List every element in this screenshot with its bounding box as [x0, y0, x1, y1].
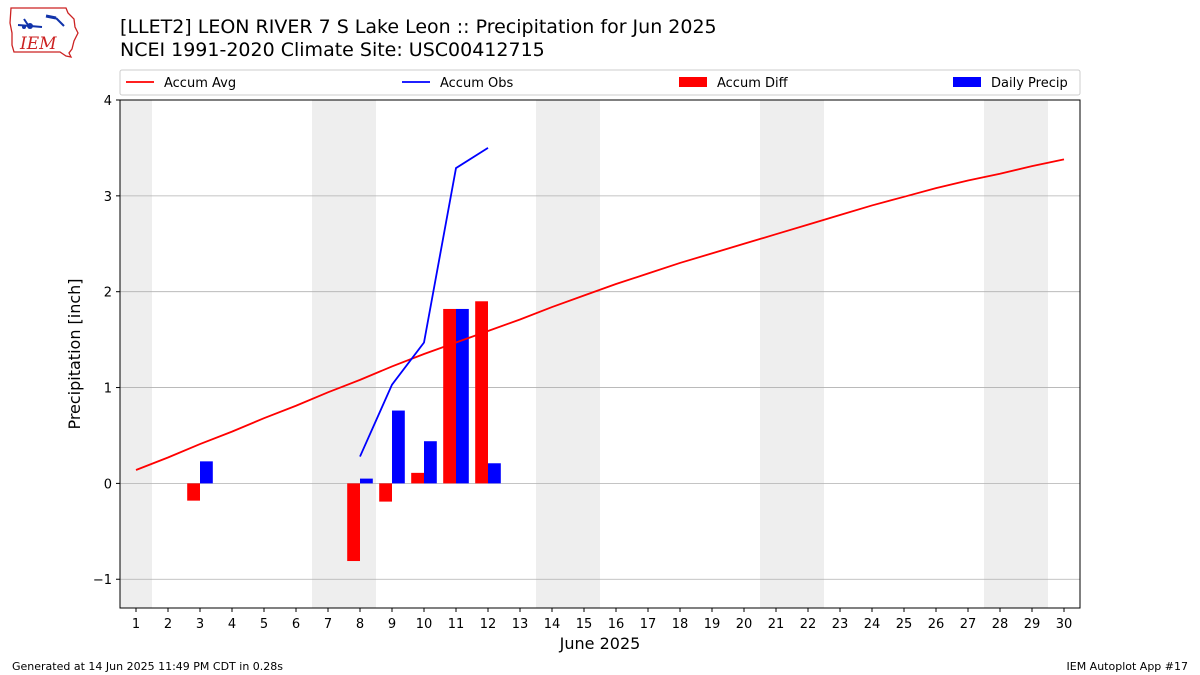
x-tick-label: 18 — [672, 617, 689, 632]
x-tick-label: 4 — [228, 617, 236, 632]
daily-precip-bar — [424, 441, 437, 484]
accum-diff-bar — [347, 483, 360, 562]
x-tick-label: 23 — [832, 617, 849, 632]
weekend-shading — [120, 100, 1048, 608]
x-axis-label: June 2025 — [559, 634, 641, 653]
legend-daily-precip-label: Daily Precip — [991, 76, 1068, 91]
wind-vane-icon — [23, 18, 29, 26]
x-tick-label: 22 — [800, 617, 817, 632]
plot-frame — [119, 99, 1081, 609]
x-tick-label: 3 — [196, 617, 204, 632]
y-axis-label: Precipitation [inch] — [65, 278, 84, 429]
x-tick-label: 16 — [608, 617, 625, 632]
legend-daily-precip-swatch — [953, 77, 981, 87]
logo-text: IEM — [19, 34, 57, 54]
daily-precip-bar — [360, 478, 373, 484]
x-tick-label: 6 — [292, 617, 300, 632]
accum-diff-bar — [379, 483, 392, 502]
legend-accum-obs-label: Accum Obs — [440, 76, 513, 91]
x-tick-label: 11 — [448, 617, 465, 632]
x-tick-label: 28 — [992, 617, 1009, 632]
x-tick-label: 27 — [960, 617, 977, 632]
chart-title: [LLET2] LEON RIVER 7 S Lake Leon :: Prec… — [120, 16, 717, 38]
lines — [135, 147, 1065, 471]
weekend-band — [312, 100, 376, 608]
x-tick-label: 29 — [1024, 617, 1041, 632]
weekend-band — [984, 100, 1048, 608]
y-tick-label: 1 — [104, 382, 112, 397]
x-tick-label: 20 — [736, 617, 753, 632]
iem-logo: IEM — [9, 7, 79, 58]
x-tick-label: 19 — [704, 617, 721, 632]
x-tick-label: 14 — [544, 617, 561, 632]
accum-avg-line — [135, 158, 1065, 471]
x-tick-label: 5 — [260, 617, 268, 632]
accum-diff-bar — [411, 472, 424, 484]
daily-precip-bar — [488, 463, 501, 484]
bars — [187, 301, 501, 562]
app-label: IEM Autoplot App #17 — [1066, 660, 1189, 673]
y-tick-label: 2 — [104, 286, 112, 301]
legend-frame — [119, 69, 1081, 96]
legend: Accum Avg Accum Obs Accum Diff Daily Precip — [119, 69, 1081, 96]
daily-precip-bar — [456, 308, 469, 484]
x-tick-label: 12 — [480, 617, 497, 632]
daily-precip-bar — [200, 461, 213, 484]
x-tick-label: 2 — [164, 617, 172, 632]
x-tick-label: 24 — [864, 617, 881, 632]
x-tick-label: 25 — [896, 617, 913, 632]
iowa-state-outline-icon — [9, 7, 79, 58]
x-tick-label: 15 — [576, 617, 593, 632]
weekend-band — [536, 100, 600, 608]
accum-obs-line — [359, 147, 489, 457]
weekend-band — [760, 100, 824, 608]
y-tick-label: −1 — [93, 573, 112, 588]
accum-diff-bar — [443, 308, 456, 484]
x-tick-label: 17 — [640, 617, 657, 632]
x-tick-label: 26 — [928, 617, 945, 632]
x-tick-label: 8 — [356, 617, 364, 632]
y-tick-label: 4 — [104, 94, 112, 109]
y-tick-label: 3 — [104, 190, 112, 205]
x-tick-label: 30 — [1056, 617, 1073, 632]
chart-subtitle: NCEI 1991-2020 Climate Site: USC00412715 — [120, 39, 545, 61]
y-tick-label: 0 — [104, 477, 112, 492]
x-tick-label: 1 — [132, 617, 140, 632]
x-tick-label: 21 — [768, 617, 785, 632]
legend-accum-avg-label: Accum Avg — [164, 76, 236, 91]
daily-precip-bar — [392, 410, 405, 484]
x-tick-label: 13 — [512, 617, 529, 632]
generated-timestamp: Generated at 14 Jun 2025 11:49 PM CDT in… — [12, 660, 284, 673]
legend-accum-diff-label: Accum Diff — [717, 76, 789, 91]
x-tick-label: 9 — [388, 617, 396, 632]
x-tick-label: 10 — [416, 617, 433, 632]
legend-accum-diff-swatch — [679, 77, 707, 87]
accum-diff-bar — [187, 483, 200, 501]
x-tick-label: 7 — [324, 617, 332, 632]
accum-diff-bar — [475, 301, 488, 484]
weekend-band — [120, 100, 152, 608]
